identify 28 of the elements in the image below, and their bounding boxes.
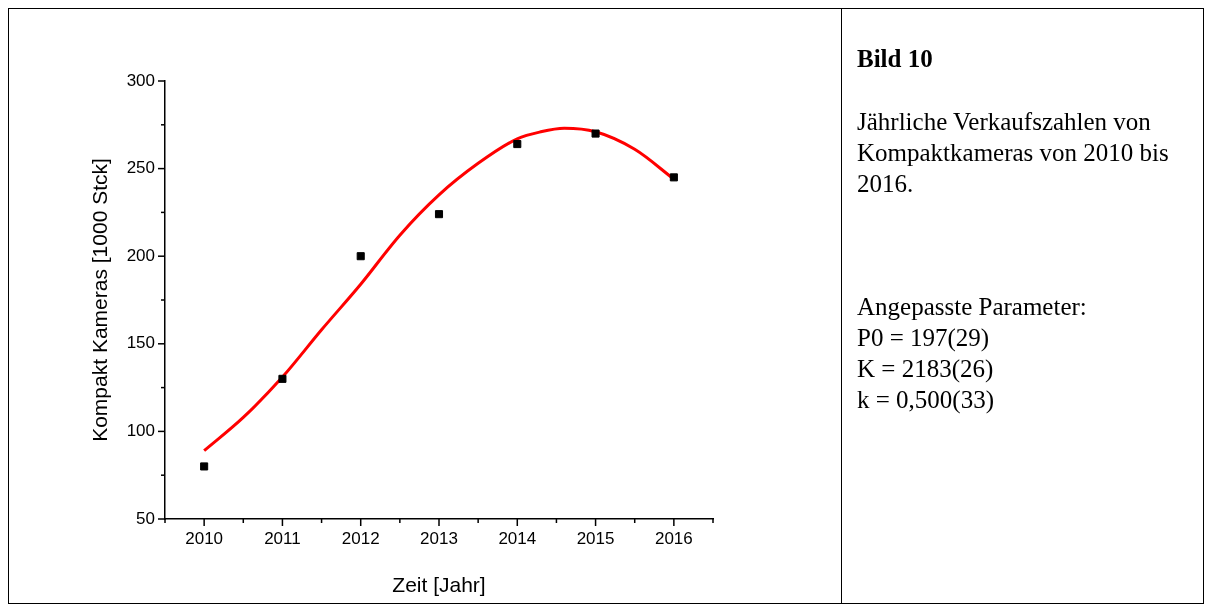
x-tick-label: 2016 — [654, 528, 693, 548]
point — [513, 140, 522, 149]
text: Angepasste Parameter: — [857, 292, 1088, 322]
point — [278, 374, 287, 383]
text: k = 0,500(33) — [857, 385, 995, 415]
y-axis-title: Kompakt Kameras [1000 Stck] — [88, 158, 112, 442]
x-tick-label: 2013 — [420, 528, 458, 548]
y-tick-label: 200 — [126, 245, 155, 265]
point — [591, 129, 600, 138]
y-tick-label: 300 — [126, 70, 155, 90]
y-tick-label: 100 — [126, 421, 155, 441]
point — [669, 173, 678, 182]
x-tick-label: 2015 — [576, 528, 615, 548]
x-tick-label: 2014 — [498, 528, 537, 548]
x-tick-label: 2011 — [264, 528, 301, 548]
point — [434, 210, 444, 219]
x-tick-label: 2010 — [185, 528, 224, 548]
point — [200, 462, 209, 471]
text: K = 2183(26) — [857, 354, 995, 384]
text: Bild 10 — [857, 44, 934, 74]
text: Jährliche Verkaufszahlen von Kompaktkameras von 2010 bis 2016. — [857, 107, 1170, 199]
point — [356, 252, 365, 261]
y-tick-label: 150 — [126, 333, 155, 353]
x-tick-label: 2012 — [341, 528, 380, 548]
x-axis-title: Zeit [Jahr] — [392, 573, 486, 597]
y-tick-label: 250 — [126, 158, 155, 178]
text: P0 = 197(29) — [857, 323, 991, 353]
y-tick-label: 50 — [136, 508, 155, 528]
